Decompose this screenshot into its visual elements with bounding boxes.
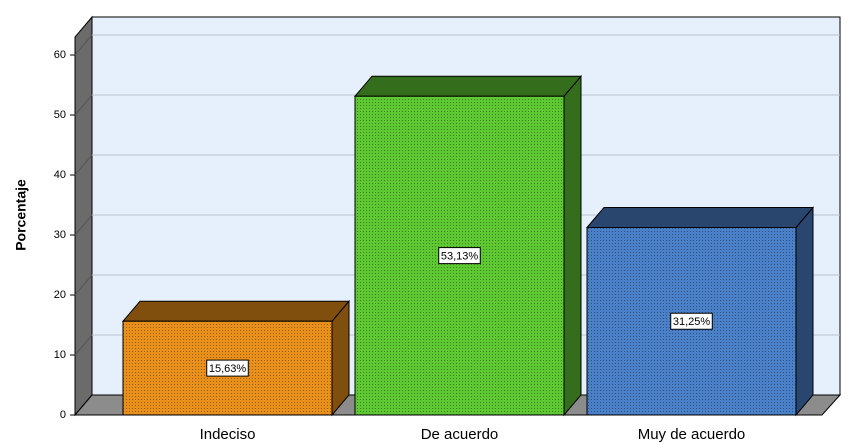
y-tick-label: 60 bbox=[54, 49, 66, 61]
x-tick-label: Indeciso bbox=[200, 426, 256, 443]
value-label-box bbox=[206, 359, 249, 377]
x-tick-label: Muy de acuerdo bbox=[638, 426, 746, 443]
grid-line-side bbox=[74, 214, 93, 236]
bar-side bbox=[795, 206, 814, 417]
y-tick-label: 20 bbox=[54, 289, 66, 301]
value-label: 31,25% bbox=[673, 316, 711, 328]
y-tick-label: 50 bbox=[54, 109, 66, 121]
y-tick-label: 40 bbox=[54, 169, 66, 181]
x-tick-label: De acuerdo bbox=[421, 426, 499, 443]
grid-line-side bbox=[74, 34, 93, 56]
grid-line-side bbox=[74, 274, 93, 296]
y-axis-label: Porcentaje bbox=[13, 179, 29, 251]
bar-top bbox=[353, 75, 583, 97]
y-tick-label: 30 bbox=[54, 229, 66, 241]
value-label: 15,63% bbox=[209, 363, 247, 375]
value-label: 53,13% bbox=[441, 251, 479, 263]
grid-line-side bbox=[74, 334, 93, 356]
left-wall bbox=[74, 15, 93, 417]
grid-line-side bbox=[74, 154, 93, 176]
bar-side bbox=[563, 74, 582, 417]
y-tick-label: 10 bbox=[54, 349, 66, 361]
grid-line-side bbox=[74, 94, 93, 116]
value-label-box bbox=[438, 247, 481, 265]
y-tick-label: 0 bbox=[60, 409, 66, 421]
value-label-box bbox=[670, 312, 713, 330]
bar-top bbox=[121, 300, 351, 322]
bar-top bbox=[585, 207, 815, 228]
